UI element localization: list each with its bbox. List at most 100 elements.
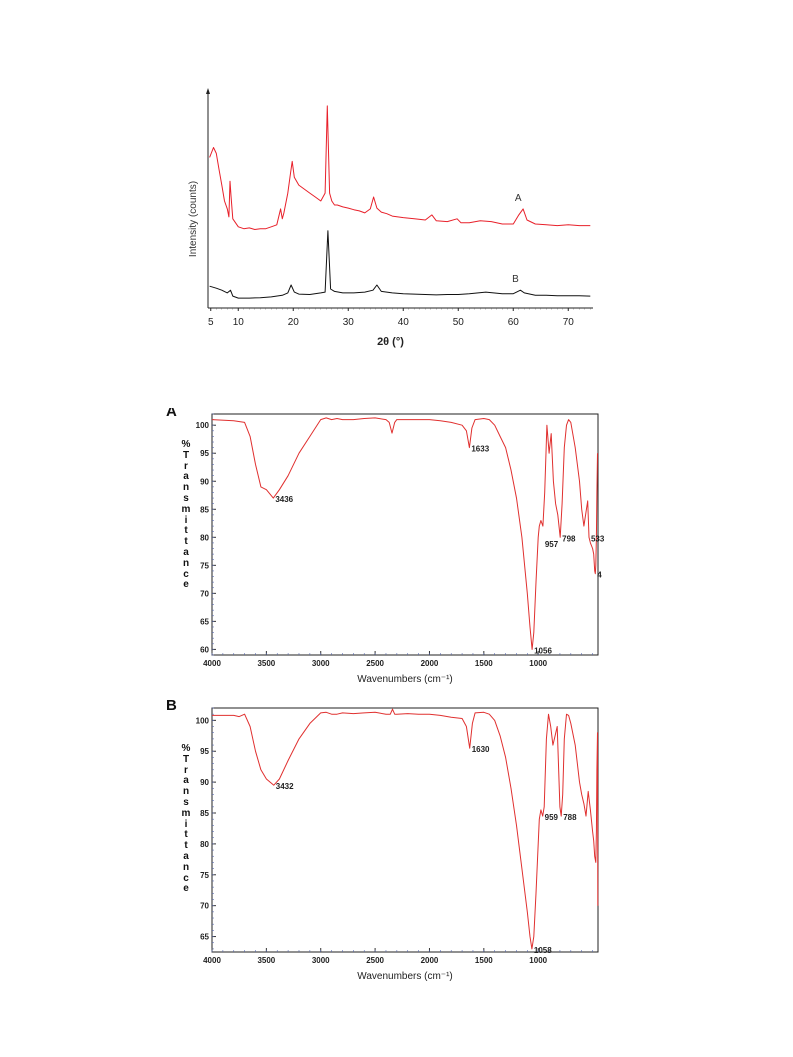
ftir-peak-label: 1058 bbox=[534, 946, 552, 955]
xrd-series-B bbox=[209, 230, 591, 299]
ftir-a-plot: 60 65 70 75 80 85 90 95 100 4000 3500 3000 2500 2000 1… bbox=[166, 403, 605, 685]
ftir-x-axis-title: Wavenumbers (cm⁻¹) bbox=[357, 674, 452, 685]
xrd-series-A bbox=[209, 105, 591, 230]
ftir-y-axis-label-char: r bbox=[184, 460, 188, 472]
xrd-x-tick-label: 20 bbox=[288, 317, 300, 328]
ftir-b-plot: 65 70 75 80 85 90 95 100 4000 3500 3000 2500 2000 150… bbox=[166, 697, 599, 982]
ftir-y-axis-label-char: e bbox=[183, 883, 189, 895]
ftir-y-axis-label-char: t bbox=[184, 829, 188, 841]
ftir-x-axis-title: Wavenumbers (cm⁻¹) bbox=[357, 971, 452, 982]
ftir-y-tick-label: 65 bbox=[200, 933, 209, 942]
ftir-y-axis-label-char: e bbox=[183, 579, 189, 591]
ftir-y-axis-label-char: a bbox=[183, 850, 189, 862]
xrd-x-tick-label: 10 bbox=[233, 317, 245, 328]
ftir-peak-label: 4 bbox=[597, 571, 602, 580]
ftir-b-figure: 65 70 75 80 85 90 95 100 4000 3500 3000 2500 2000 150… bbox=[160, 697, 610, 990]
ftir-x-tick-label: 3500 bbox=[257, 956, 275, 965]
ftir-frame bbox=[211, 413, 599, 656]
ftir-y-tick-label: 80 bbox=[200, 533, 209, 542]
ftir-y-axis-label-char: a bbox=[183, 471, 189, 483]
ftir-y-tick-label: 75 bbox=[200, 871, 209, 880]
ftir-x-tick-label: 1000 bbox=[529, 956, 547, 965]
ftir-y-axis-label-char: % bbox=[181, 743, 191, 754]
ftir-y-axis-label-char: m bbox=[181, 503, 191, 515]
ftir-y-axis-label-char: r bbox=[184, 764, 188, 776]
ftir-peak-label: 1633 bbox=[471, 445, 489, 454]
xrd-x-tick-label: 40 bbox=[398, 317, 410, 328]
ftir-y-tick-label: 95 bbox=[200, 449, 209, 458]
ftir-a-figure: 60 65 70 75 80 85 90 95 100 4000 3500 3000 2500 2000 1… bbox=[160, 403, 610, 693]
ftir-y-axis-label-char: m bbox=[181, 807, 191, 819]
ftir-peak-label: 957 bbox=[545, 540, 559, 549]
ftir-x-tick-label: 1500 bbox=[475, 659, 493, 668]
ftir-peak-label: 798 bbox=[562, 534, 576, 543]
ftir-y-tick-label: 90 bbox=[200, 477, 209, 486]
ftir-x-tick-label: 2500 bbox=[366, 956, 384, 965]
xrd-plot: 5 10 20 30 40 50 60 70 A B 2θ (°) Intensity (counts… bbox=[188, 88, 593, 348]
xrd-figure: 5 10 20 30 40 50 60 70 A B 2θ (°) Intensity (counts… bbox=[180, 80, 600, 355]
xrd-y-axis-title: Intensity (counts) bbox=[188, 181, 199, 257]
ftir-x-tick-label: 2500 bbox=[366, 659, 384, 668]
ftir-x-tick-label: 3500 bbox=[257, 659, 275, 668]
ftir-y-tick-label: 100 bbox=[196, 716, 210, 725]
ftir-y-tick-label: 85 bbox=[200, 505, 209, 514]
xrd-x-tick-label: 5 bbox=[208, 317, 214, 328]
ftir-y-tick-label: 95 bbox=[200, 747, 209, 756]
xrd-label-a: A bbox=[515, 193, 522, 204]
ftir-y-axis-label-char: c bbox=[183, 872, 189, 884]
ftir-frame bbox=[211, 707, 599, 953]
ftir-panel-letter: B bbox=[166, 700, 177, 714]
ftir-x-tick-label: 4000 bbox=[203, 659, 221, 668]
ftir-peak-label: 533 bbox=[591, 534, 605, 543]
ftir-x-tick-label: 4000 bbox=[203, 956, 221, 965]
ftir-y-axis-label-char: n bbox=[182, 482, 190, 494]
ftir-peak-label: 1630 bbox=[472, 745, 490, 754]
ftir-x-tick-label: 3000 bbox=[312, 659, 330, 668]
xrd-label-b: B bbox=[512, 274, 519, 285]
ftir-y-axis-label-char: s bbox=[183, 492, 189, 504]
ftir-y-axis-label-char: a bbox=[183, 546, 189, 558]
ftir-y-axis-label-char: n bbox=[182, 861, 190, 873]
ftir-y-axis-label-char: % bbox=[181, 439, 191, 450]
ftir-peak-label: 1056 bbox=[534, 646, 552, 655]
ftir-y-tick-label: 90 bbox=[200, 778, 209, 787]
ftir-x-tick-label: 1000 bbox=[529, 659, 547, 668]
ftir-y-axis-label-char: i bbox=[184, 514, 188, 526]
ftir-y-tick-label: 70 bbox=[200, 902, 209, 911]
ftir-spectrum bbox=[211, 417, 598, 650]
ftir-y-axis-label-char: T bbox=[182, 753, 190, 765]
ftir-y-axis-label-char: T bbox=[182, 449, 190, 461]
xrd-x-tick-label: 50 bbox=[453, 317, 465, 328]
xrd-y-axis-arrow bbox=[206, 88, 210, 94]
ftir-y-tick-label: 70 bbox=[200, 589, 209, 598]
ftir-y-axis-label-char: t bbox=[184, 525, 188, 537]
ftir-y-tick-label: 75 bbox=[200, 561, 209, 570]
ftir-y-tick-label: 60 bbox=[200, 645, 209, 654]
ftir-y-axis-label-char: s bbox=[183, 796, 189, 808]
xrd-x-tick-label: 30 bbox=[343, 317, 355, 328]
ftir-y-tick-label: 85 bbox=[200, 809, 209, 818]
ftir-y-axis-label-char: n bbox=[182, 786, 190, 798]
ftir-y-tick-label: 80 bbox=[200, 840, 209, 849]
ftir-y-tick-label: 65 bbox=[200, 617, 209, 626]
xrd-x-axis-title: 2θ (°) bbox=[377, 336, 404, 348]
ftir-x-tick-label: 1500 bbox=[475, 956, 493, 965]
xrd-x-tick-label: 70 bbox=[563, 317, 575, 328]
ftir-y-axis-label-char: i bbox=[184, 818, 188, 830]
ftir-y-axis-label-char: a bbox=[183, 775, 189, 787]
ftir-y-axis-label-char: n bbox=[182, 557, 190, 569]
ftir-peak-label: 788 bbox=[563, 813, 577, 822]
ftir-peak-label: 3436 bbox=[275, 495, 293, 504]
ftir-x-tick-label: 2000 bbox=[421, 659, 439, 668]
ftir-y-axis-label-char: t bbox=[184, 536, 188, 548]
ftir-y-axis-label-char: t bbox=[184, 840, 188, 852]
ftir-peak-label: 3432 bbox=[276, 782, 294, 791]
ftir-peak-label: 959 bbox=[545, 813, 559, 822]
ftir-x-tick-label: 3000 bbox=[312, 956, 330, 965]
ftir-y-axis-label-char: c bbox=[183, 568, 189, 580]
ftir-panel-letter: A bbox=[166, 408, 177, 420]
xrd-x-tick-label: 60 bbox=[508, 317, 520, 328]
ftir-x-tick-label: 2000 bbox=[421, 956, 439, 965]
